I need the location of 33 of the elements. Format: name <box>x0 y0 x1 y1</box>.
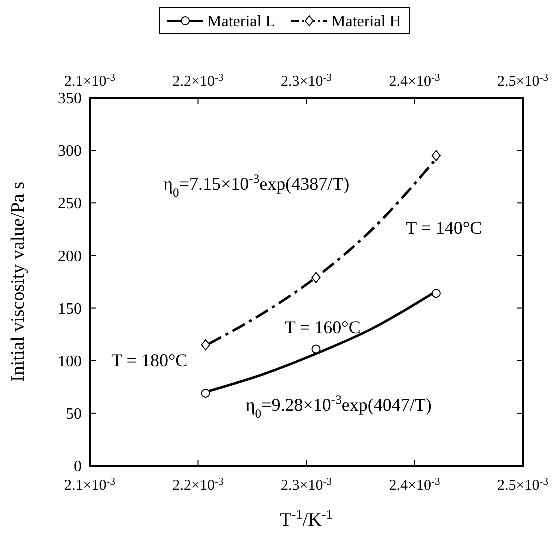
x-tick-label: 2.5×10$^{-3}$ <box>498 72 548 90</box>
point <box>201 340 210 351</box>
x2-tick-label: 2.4×10$^{-3}$ <box>389 476 440 494</box>
x2-tick-label: 2.3×10$^{-3}$ <box>281 476 332 494</box>
y-tick-label: 300 <box>58 143 82 160</box>
x-tick-label: 2.4×10$^{-3}$ <box>389 72 440 90</box>
x-tick-label: 2.3×10$^{-3}$ <box>281 72 332 90</box>
point <box>312 344 321 354</box>
annotation: T = 140°C <box>406 218 482 238</box>
x-tick-label: 2.1×10$^{-3}$ <box>64 72 116 90</box>
annotation: T = 180°C <box>112 350 188 371</box>
point <box>312 272 321 284</box>
annotation: T = 160°C <box>284 318 361 338</box>
x2-tick-label: 2.2×10$^{-3}$ <box>172 476 224 494</box>
y-tick-label: 350 <box>58 90 82 108</box>
annotation: η$_{0}$=7.15×10$^{-3}$exp(4387/T) <box>164 172 350 200</box>
x2-tick-label: 2.1×10$^{-3}$ <box>64 476 116 494</box>
point <box>432 150 441 162</box>
y-axis-title: Initial viscosity value/Pa s <box>8 182 29 382</box>
y-tick-label: 50 <box>66 406 82 424</box>
y-tick-label: 250 <box>58 196 82 213</box>
y-tick-label: 0 <box>74 458 82 476</box>
y-tick-label: 200 <box>58 248 82 266</box>
x-tick-label: 2.2×10$^{-3}$ <box>172 72 224 90</box>
y-tick-label: 100 <box>58 353 82 370</box>
x-axis-title: T$^{-1}$/K$^{-1}$ <box>280 506 333 531</box>
point <box>432 289 441 298</box>
y-tick-label: 150 <box>58 300 82 318</box>
legend-label: Material L <box>208 14 276 31</box>
x2-tick-label: 2.5×10$^{-3}$ <box>498 476 548 494</box>
annotation: η$_{0}$=9.28×10$^{-3}$exp(4047/T) <box>246 392 432 421</box>
legend-label: Material H <box>332 14 402 31</box>
point <box>201 388 210 398</box>
